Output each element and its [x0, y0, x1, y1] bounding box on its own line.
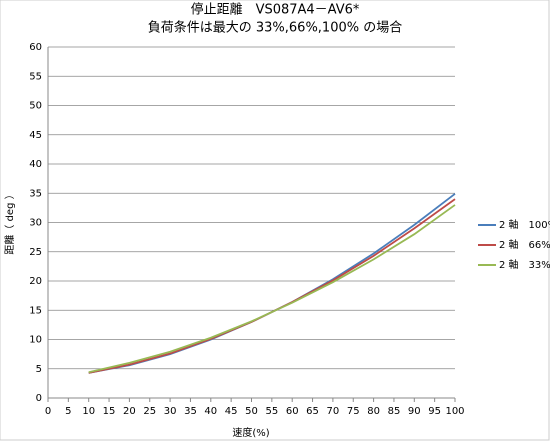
y-tick-label: 10 [29, 335, 42, 346]
legend-label: 2 軸 100% [499, 218, 550, 231]
x-tick-label: 45 [225, 406, 238, 417]
x-tick-label: 40 [204, 406, 217, 417]
x-tick-label: 90 [408, 406, 421, 417]
y-tick-label: 55 [29, 71, 42, 82]
y-tick-label: 25 [29, 247, 42, 258]
x-tick-label: 65 [306, 406, 319, 417]
y-tick-label: 20 [29, 276, 42, 287]
x-tick-label: 85 [388, 406, 401, 417]
x-tick-label: 10 [82, 406, 95, 417]
y-tick-label: 40 [29, 159, 42, 170]
series-line [88, 204, 456, 374]
y-tick-label: 0 [36, 393, 42, 404]
x-tick-label: 55 [265, 406, 278, 417]
legend-label: 2 軸 33% [499, 258, 550, 271]
y-tick-label: 60 [29, 42, 42, 53]
x-tick-label: 95 [428, 406, 441, 417]
chart-title: 停止距離 VS087A4－AV6* [191, 2, 360, 18]
y-tick-label: 50 [29, 101, 42, 112]
y-tick-label: 5 [36, 364, 42, 375]
y-tick-label: 45 [29, 130, 42, 141]
x-tick-label: 25 [143, 406, 156, 417]
x-tick-label: 70 [327, 406, 340, 417]
x-tick-label: 80 [367, 406, 380, 417]
x-axis-label: 速度(%) [232, 426, 269, 439]
x-tick-label: 35 [184, 406, 197, 417]
x-tick-label: 75 [347, 406, 360, 417]
y-tick-label: 30 [29, 218, 42, 229]
legend-label: 2 軸 66% [499, 238, 550, 251]
y-tick-label: 35 [29, 188, 42, 199]
x-tick-label: 20 [123, 406, 136, 417]
x-tick-label: 5 [65, 406, 71, 417]
y-axis-label: 距離（ deg ） [3, 189, 16, 254]
y-tick-label: 15 [29, 305, 42, 316]
x-tick-label: 0 [45, 406, 51, 417]
x-tick-label: 50 [245, 406, 258, 417]
x-tick-label: 60 [286, 406, 299, 417]
x-tick-label: 15 [103, 406, 116, 417]
x-tick-label: 100 [445, 406, 464, 417]
chart-subtitle: 負荷条件は最大の 33%,66%,100% の場合 [148, 20, 402, 36]
x-tick-label: 30 [164, 406, 177, 417]
